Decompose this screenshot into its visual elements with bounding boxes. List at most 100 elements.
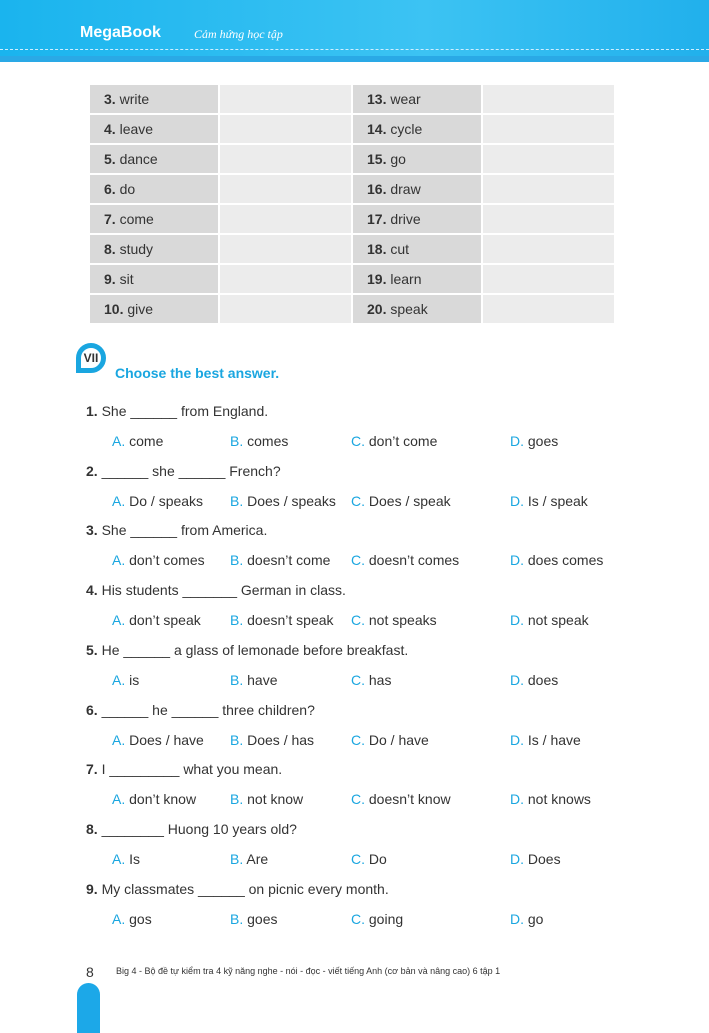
item-number: 16. [367, 181, 387, 197]
answer-cell[interactable] [220, 205, 351, 233]
page-tab [77, 983, 100, 1033]
answer-option[interactable]: D. does [510, 672, 558, 688]
item-number: 7. [104, 211, 116, 227]
section-number: VII [83, 351, 99, 365]
answer-cell[interactable] [220, 235, 351, 263]
answer-option[interactable]: B. not know [230, 791, 303, 807]
answer-option[interactable]: B. Does / speaks [230, 493, 336, 509]
option-text: go [527, 910, 544, 927]
option-text: not knows [527, 791, 591, 808]
answer-option[interactable]: B. doesn’t speak [230, 612, 334, 628]
answer-option[interactable]: A. come [112, 433, 163, 449]
verb-cell: 16. draw [353, 175, 481, 203]
question-text: She ______ from America. [101, 522, 268, 539]
answer-option[interactable]: D. not speak [510, 612, 589, 628]
option-letter: D. [510, 433, 524, 449]
question-number: 4. [86, 582, 98, 599]
answer-option[interactable]: B. have [230, 672, 277, 688]
answer-option[interactable]: A. is [112, 672, 139, 688]
table-row: 9. sit 19. learn [90, 265, 614, 293]
option-letter: D. [510, 791, 524, 808]
answer-option[interactable]: D. go [510, 911, 543, 927]
answer-option[interactable]: D. goes [510, 433, 558, 449]
option-letter: D. [510, 492, 524, 509]
answer-option[interactable]: C. Does / speak [351, 493, 451, 509]
item-number: 8. [104, 241, 116, 257]
answer-option[interactable]: B. Are [230, 851, 268, 867]
question-number: 3. [86, 522, 98, 539]
answer-cell[interactable] [483, 205, 614, 233]
answer-option[interactable]: C. has [351, 672, 391, 688]
question-number: 1. [86, 403, 98, 419]
item-number: 20. [367, 301, 387, 317]
option-letter: A. [112, 910, 126, 927]
answer-option[interactable]: D. Is / speak [510, 493, 588, 509]
answer-cell[interactable] [220, 175, 351, 203]
section-badge: VII [76, 343, 106, 373]
option-text: Does / speaks [247, 492, 336, 509]
verb: learn [390, 271, 422, 287]
table-row: 4. leave 14. cycle [90, 115, 614, 143]
answer-cell[interactable] [220, 85, 351, 113]
verb-cell: 19. learn [353, 265, 481, 293]
answer-option[interactable]: C. not speaks [351, 612, 437, 628]
answer-cell[interactable] [483, 265, 614, 293]
answer-cell[interactable] [220, 265, 351, 293]
answer-option[interactable]: D. does comes [510, 552, 603, 568]
option-letter: C. [351, 552, 365, 569]
question-number: 9. [86, 880, 98, 897]
question-text: He ______ a glass of lemonade before bre… [101, 641, 409, 658]
answer-option[interactable]: B. comes [230, 433, 288, 449]
answer-cell[interactable] [483, 145, 614, 173]
answer-option[interactable]: A. don’t know [112, 791, 196, 807]
answer-option[interactable]: C. doesn’t know [351, 791, 451, 807]
item-number: 6. [104, 181, 116, 197]
answer-cell[interactable] [483, 115, 614, 143]
answer-cell[interactable] [483, 295, 614, 323]
answer-cell[interactable] [483, 85, 614, 113]
answer-cell[interactable] [220, 115, 351, 143]
answer-option[interactable]: C. going [351, 911, 403, 927]
answer-option[interactable]: A. Is [112, 851, 140, 867]
answer-option[interactable]: D. not knows [510, 791, 591, 807]
answer-option[interactable]: C. Do [351, 851, 387, 867]
verb-cell: 17. drive [353, 205, 481, 233]
answer-option[interactable]: C. Do / have [351, 732, 429, 748]
table-row: 7. come 17. drive [90, 205, 614, 233]
item-number: 18. [367, 241, 387, 257]
answer-cell[interactable] [483, 175, 614, 203]
option-letter: B. [230, 850, 244, 867]
question: 8. ________ Huong 10 years old? [86, 821, 297, 837]
answer-option[interactable]: D. Is / have [510, 732, 581, 748]
answer-option[interactable]: C. don’t come [351, 433, 437, 449]
answer-option[interactable]: A. Does / have [112, 732, 204, 748]
answer-option[interactable]: B. goes [230, 911, 277, 927]
answer-option[interactable]: A. don’t speak [112, 612, 201, 628]
verb: cycle [390, 121, 423, 137]
verb: write [119, 91, 150, 107]
answer-option[interactable]: A. don’t comes [112, 552, 205, 568]
answer-option[interactable]: B. Does / has [230, 732, 314, 748]
question-number: 7. [86, 761, 98, 778]
option-letter: A. [112, 850, 126, 867]
question: 2. ______ she ______ French? [86, 463, 281, 479]
option-text: comes [247, 433, 289, 449]
answer-option[interactable]: B. doesn’t come [230, 552, 330, 568]
option-text: come [129, 433, 164, 449]
option-letter: C. [351, 910, 365, 927]
section-title: Choose the best answer. [115, 365, 280, 381]
item-number: 9. [104, 271, 116, 287]
answer-option[interactable]: C. doesn’t comes [351, 552, 459, 568]
option-text: doesn’t comes [368, 552, 460, 569]
option-letter: A. [112, 433, 126, 449]
answer-option[interactable]: A. gos [112, 911, 152, 927]
answer-cell[interactable] [220, 295, 351, 323]
verb: wear [390, 91, 421, 107]
answer-cell[interactable] [483, 235, 614, 263]
answer-option[interactable]: D. Does [510, 851, 561, 867]
question: 4. His students _______ German in class. [86, 582, 346, 598]
item-number: 5. [104, 151, 116, 167]
answer-option[interactable]: A. Do / speaks [112, 493, 203, 509]
answer-cell[interactable] [220, 145, 351, 173]
option-letter: B. [230, 612, 244, 629]
